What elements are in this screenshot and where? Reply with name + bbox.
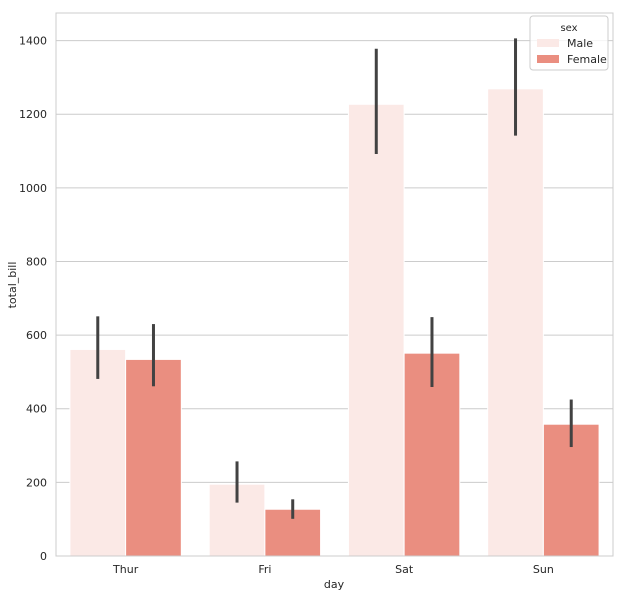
plot-frame (55, 12, 614, 557)
y-tick-label: 600 (26, 329, 47, 342)
x-tick-label: Sat (395, 563, 414, 576)
y-tick-label: 800 (26, 255, 47, 268)
y-axis-label: total_bill (6, 262, 19, 309)
legend: sex Male Female (529, 15, 609, 71)
legend-swatch-female (537, 55, 559, 63)
bar-male-thur (69, 348, 127, 557)
y-tick-label: 1000 (19, 182, 47, 195)
y-tick-label: 1200 (19, 108, 47, 121)
x-axis-label: day (324, 578, 345, 591)
y-tick-label: 200 (26, 476, 47, 489)
legend-swatch-male (537, 39, 559, 47)
x-tick-label: Sun (533, 563, 554, 576)
y-tick-label: 0 (40, 550, 47, 563)
legend-label-female: Female (567, 53, 607, 66)
bar-female-thur (125, 358, 182, 557)
y-tick-label: 400 (26, 403, 47, 416)
x-tick-labels: Thur Fri Sat Sun (112, 563, 554, 576)
legend-title: sex (560, 23, 577, 34)
bar-female-sun (542, 423, 600, 557)
y-tick-label: 1400 (19, 35, 47, 48)
y-tick-labels: 0 200 400 600 800 1000 1200 1400 (19, 35, 47, 563)
bar-male-sat (347, 103, 405, 557)
bar-male-sun (487, 88, 544, 557)
x-tick-label: Thur (112, 563, 139, 576)
legend-label-male: Male (567, 37, 593, 50)
x-tick-label: Fri (258, 563, 271, 576)
bars (69, 88, 600, 557)
error-bars (96, 38, 573, 519)
